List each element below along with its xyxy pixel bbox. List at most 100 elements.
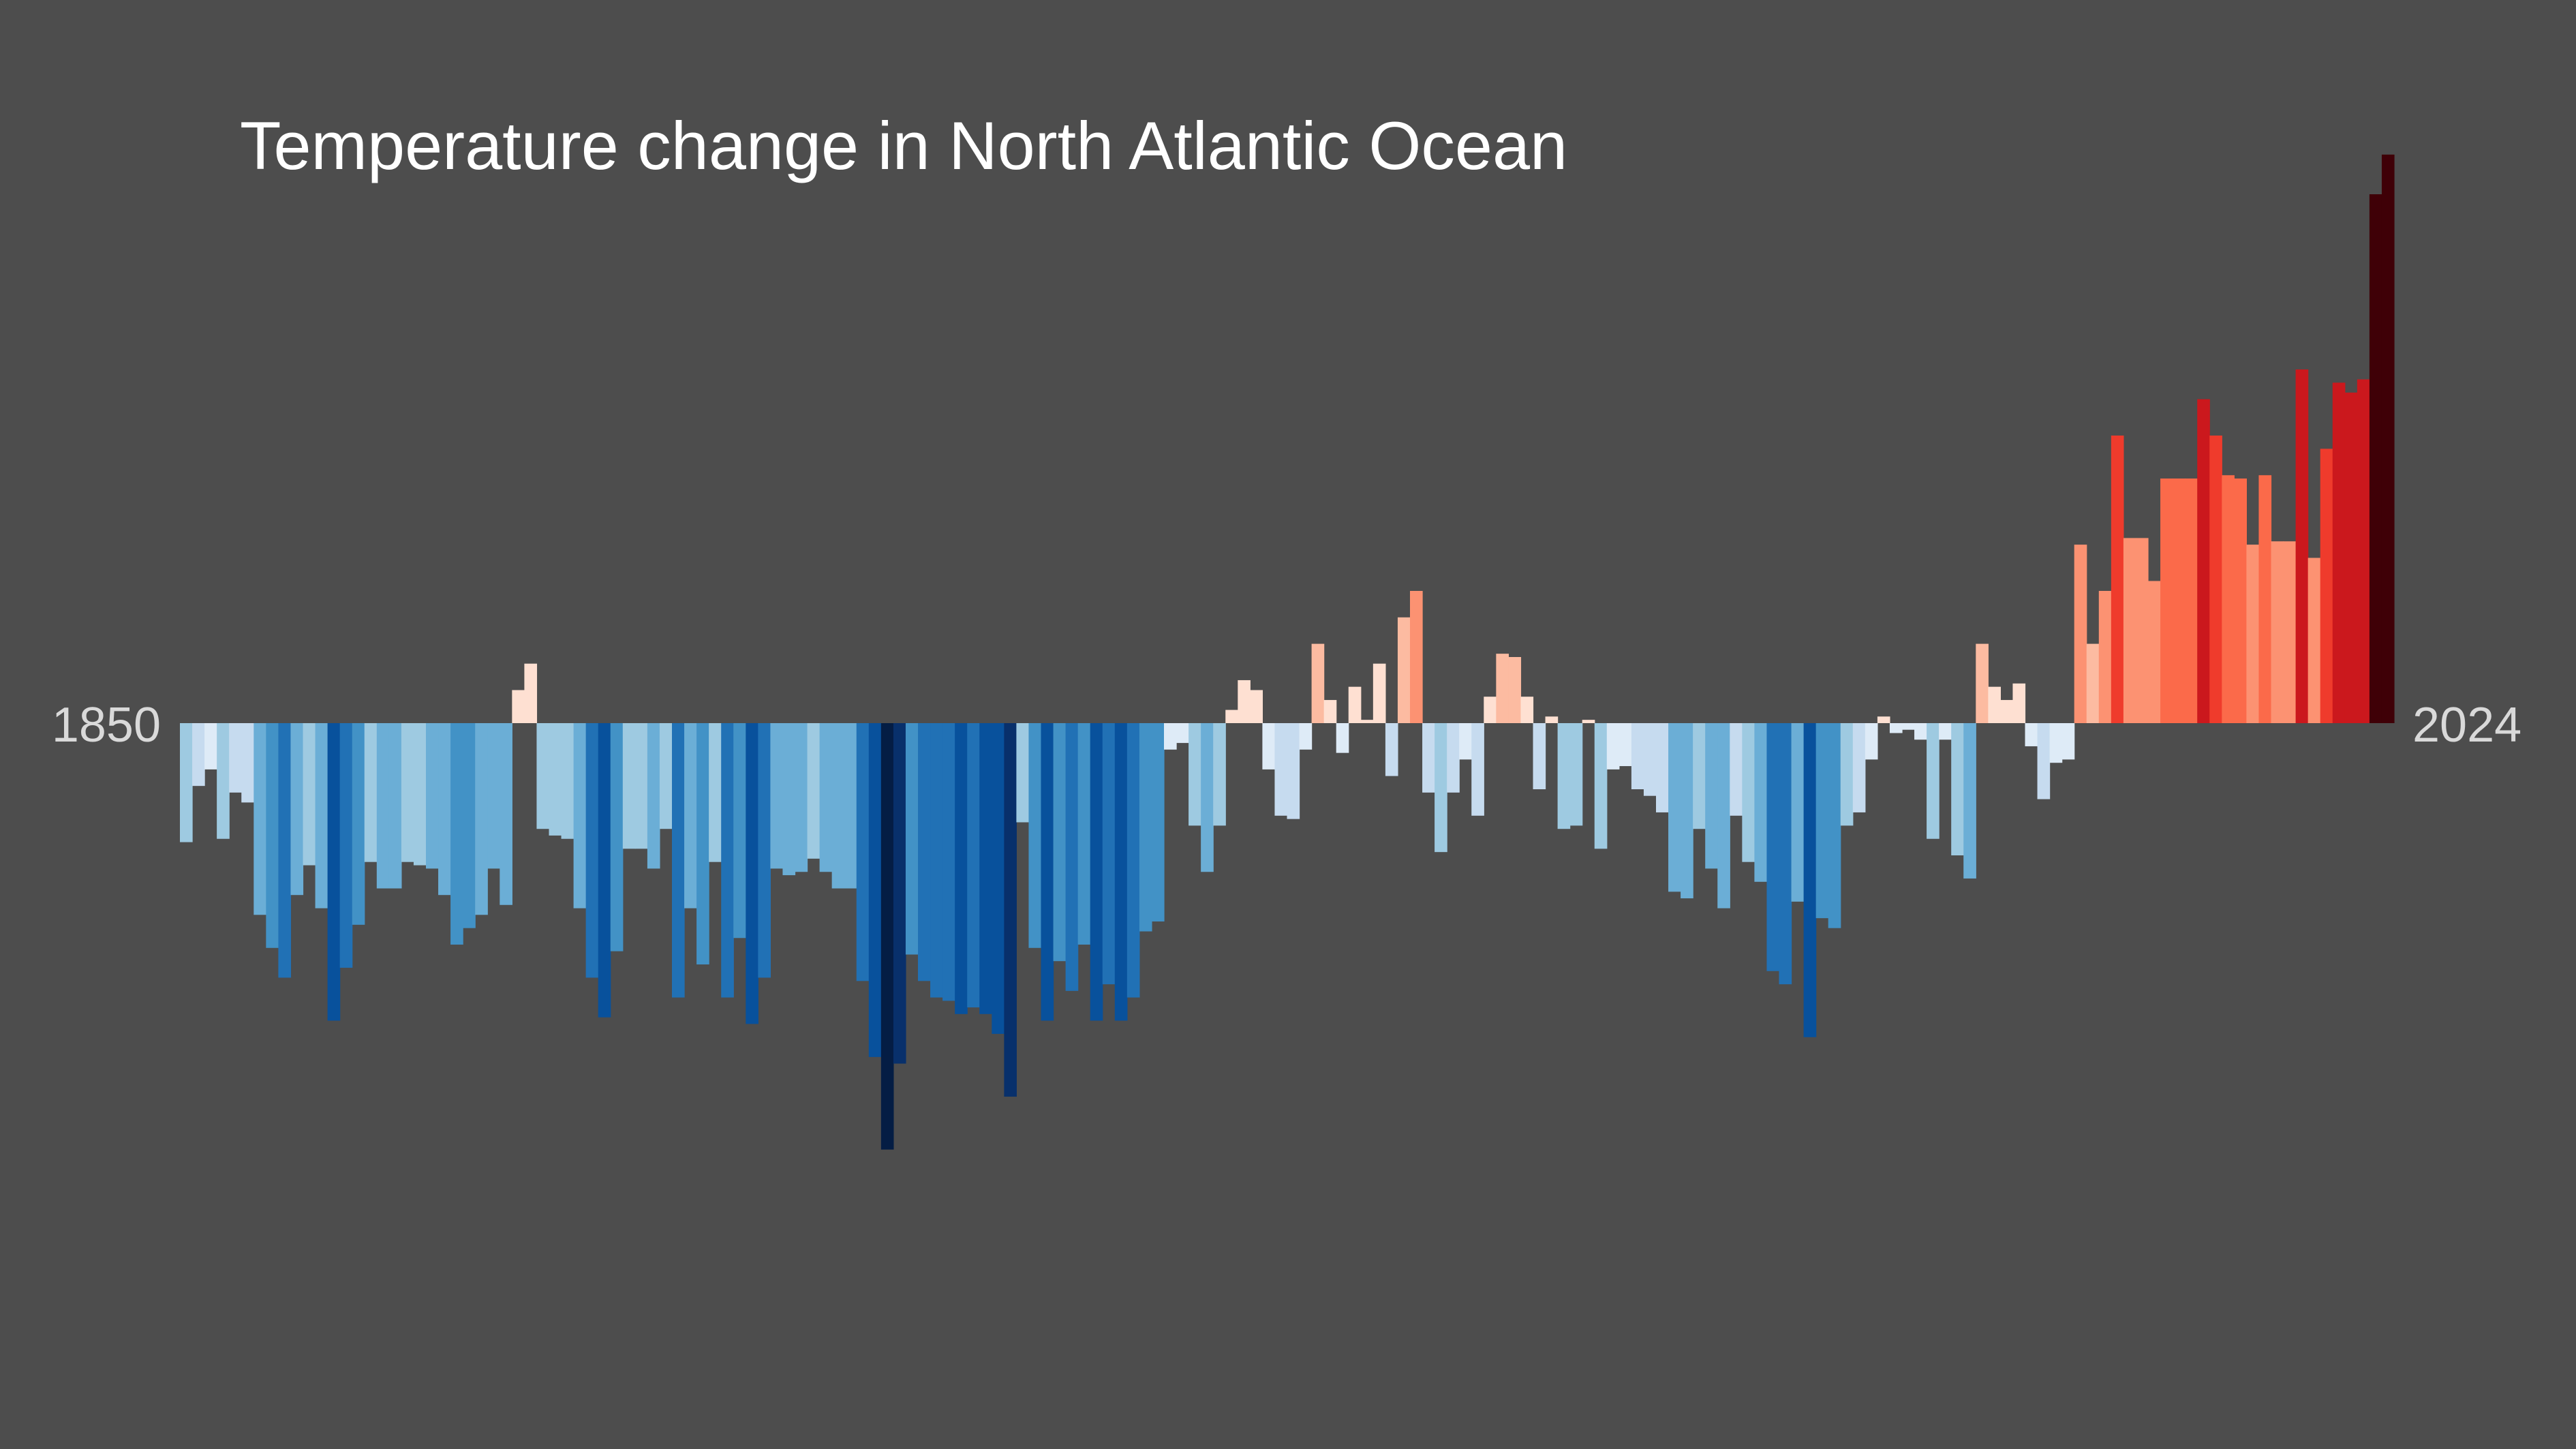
bar-1864 <box>352 723 365 925</box>
bar-2011 <box>2160 478 2173 723</box>
bar-1980 <box>1779 723 1792 985</box>
bar-1886 <box>622 723 636 849</box>
bar-1854 <box>229 723 242 793</box>
bar-1966 <box>1606 723 1620 769</box>
bar-1952 <box>1435 723 1447 853</box>
bar-1931 <box>1176 723 1189 744</box>
bar-2017 <box>2234 478 2247 723</box>
bar-1908 <box>893 723 906 1064</box>
bar-2007 <box>2111 436 2124 723</box>
bar-1920 <box>1041 723 1054 1021</box>
bar-1955 <box>1471 723 1484 816</box>
bar-1878 <box>524 663 538 723</box>
bar-1890 <box>672 723 685 998</box>
bar-1943 <box>1323 700 1337 723</box>
bar-1917 <box>1004 723 1017 1097</box>
bar-1963 <box>1569 723 1583 826</box>
bar-1956 <box>1484 697 1497 723</box>
bar-1925 <box>1102 723 1116 985</box>
bar-1986 <box>1852 723 1866 812</box>
bar-1905 <box>856 723 870 981</box>
bar-1914 <box>967 723 980 1008</box>
bar-1938 <box>1262 723 1276 769</box>
bar-1983 <box>1815 723 1829 919</box>
bar-1974 <box>1705 723 1718 869</box>
chart-title: Temperature change in North Atlantic Oce… <box>240 108 1567 183</box>
bar-1860 <box>303 723 316 866</box>
bar-1977 <box>1742 723 1755 862</box>
bar-2014 <box>2197 399 2210 723</box>
bar-1976 <box>1730 723 1743 816</box>
end-year-label: 2024 <box>2412 698 2521 752</box>
bar-1909 <box>905 723 919 955</box>
bar-1951 <box>1422 723 1435 793</box>
bar-1858 <box>278 723 292 978</box>
bar-1876 <box>500 723 512 905</box>
bar-1930 <box>1164 723 1177 750</box>
bar-1869 <box>413 723 427 866</box>
bar-1940 <box>1287 723 1300 819</box>
bar-1921 <box>1053 723 1067 962</box>
bar-2010 <box>2148 581 2161 723</box>
bar-1924 <box>1090 723 1103 1021</box>
bar-1999 <box>2012 683 2026 723</box>
bar-1990 <box>1902 723 1915 730</box>
bar-2027 <box>2357 379 2370 723</box>
bar-1961 <box>1545 716 1559 723</box>
bar-1985 <box>1840 723 1854 826</box>
bar-1865 <box>364 723 378 862</box>
bar-1926 <box>1114 723 1128 1021</box>
bar-2026 <box>2344 393 2358 723</box>
bar-1949 <box>1397 617 1411 723</box>
bar-1891 <box>684 723 697 909</box>
bar-1987 <box>1865 723 1878 760</box>
bar-2006 <box>2098 591 2112 723</box>
bar-1958 <box>1508 657 1522 723</box>
bar-1965 <box>1594 723 1608 849</box>
bar-2004 <box>2074 545 2087 723</box>
start-year-label: 1850 <box>52 698 161 752</box>
bar-1937 <box>1250 690 1263 723</box>
bar-1927 <box>1126 723 1140 998</box>
bar-1933 <box>1201 723 1214 872</box>
bar-1953 <box>1447 723 1460 793</box>
bar-1968 <box>1631 723 1644 789</box>
bar-2015 <box>2209 436 2222 723</box>
bar-2013 <box>2185 478 2198 723</box>
bar-1962 <box>1557 723 1571 829</box>
bar-1936 <box>1238 680 1251 723</box>
bar-1992 <box>1927 723 1939 839</box>
bar-1975 <box>1717 723 1730 909</box>
bar-2005 <box>2086 643 2100 723</box>
bar-2002 <box>2049 723 2063 763</box>
bar-1934 <box>1213 723 1226 826</box>
bar-2028 <box>2369 194 2382 723</box>
bar-2012 <box>2173 478 2186 723</box>
bar-1902 <box>819 723 833 872</box>
bar-1893 <box>709 723 722 862</box>
bar-1887 <box>634 723 648 849</box>
bar-1850 <box>180 723 193 842</box>
bar-1997 <box>1988 686 2001 723</box>
bar-1969 <box>1643 723 1657 796</box>
bar-1984 <box>1828 723 1841 928</box>
bar-1964 <box>1582 720 1595 723</box>
bar-1981 <box>1791 723 1805 902</box>
bar-1971 <box>1668 723 1681 892</box>
bar-1918 <box>1016 723 1030 823</box>
bar-1972 <box>1681 723 1693 899</box>
bar-2008 <box>2123 538 2136 723</box>
bar-2018 <box>2246 545 2260 723</box>
bar-2001 <box>2037 723 2051 799</box>
bar-1996 <box>1976 643 1989 723</box>
bar-2000 <box>2025 723 2038 746</box>
bar-1884 <box>598 723 611 1018</box>
bar-1941 <box>1299 723 1313 750</box>
bar-1993 <box>1939 723 1952 740</box>
bar-2025 <box>2332 382 2346 723</box>
bar-1879 <box>536 723 550 829</box>
bar-1995 <box>1963 723 1976 879</box>
bar-1867 <box>388 723 402 889</box>
bar-1899 <box>782 723 796 876</box>
